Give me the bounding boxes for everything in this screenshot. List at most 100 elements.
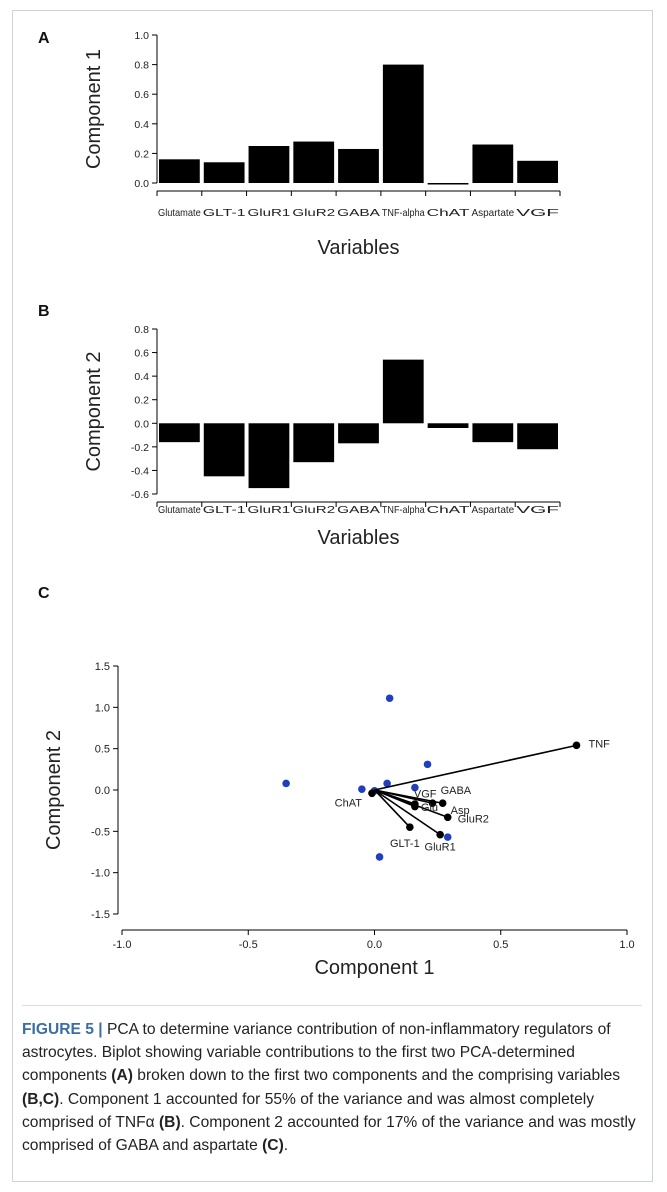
x-tick-label: 0.5 <box>493 939 508 951</box>
bar-gaba <box>338 423 379 444</box>
y-tick-label: -0.5 <box>91 826 110 838</box>
caption-panel-ref: (C) <box>262 1137 284 1155</box>
y-axis-title: Component 2 <box>83 351 105 471</box>
bar-panel-b <box>152 328 561 507</box>
y-tick-label: 1.5 <box>95 661 110 673</box>
loading-point-glur2 <box>443 813 452 822</box>
y-axis-title: Component 1 <box>83 49 105 169</box>
panel-label-c: C <box>38 585 50 602</box>
caption-divider <box>22 1005 642 1006</box>
bar-tnf-alpha <box>382 359 424 424</box>
loading-vector-glt-1 <box>373 789 411 828</box>
y-tick-label: 0.8 <box>134 60 149 72</box>
loading-vector-glu <box>374 789 416 805</box>
bar-chat <box>427 423 469 428</box>
x-tick-label: GLT-1 <box>203 207 246 219</box>
score-point <box>282 779 290 788</box>
bar-glutamate <box>159 159 200 183</box>
vector-label: Asp <box>451 805 470 817</box>
vector-label: GluR2 <box>458 813 489 825</box>
y-tick-label: -0.2 <box>131 442 149 454</box>
bar-vgf <box>517 423 558 450</box>
x-tick-label: GluR1 <box>248 207 291 219</box>
y-axis-title: Component 2 <box>43 730 65 850</box>
loading-vector-asp <box>374 789 443 805</box>
y-tick-label: 0.2 <box>134 148 149 160</box>
x-tick-label: VGF <box>516 504 559 516</box>
caption-text: broken down to the first two components … <box>132 1067 621 1085</box>
caption-panel-ref: (B,C) <box>22 1090 60 1108</box>
y-tick-label: 1.0 <box>134 30 149 42</box>
loading-point-glt-1 <box>406 823 414 831</box>
loading-point-glu <box>411 800 419 808</box>
x-tick-label: Glutamate <box>158 207 201 219</box>
score-point <box>358 785 366 793</box>
caption-panel-ref: (B) <box>158 1113 181 1131</box>
caption-body: PCA to determine variance contribution o… <box>22 1021 636 1154</box>
score-point <box>383 779 391 788</box>
vector-label: TNF <box>589 738 611 750</box>
vector-label: ChAT <box>335 797 363 809</box>
caption-separator: | <box>98 1021 103 1038</box>
bar-gaba <box>338 148 379 183</box>
vector-label: GABA <box>441 785 472 797</box>
y-tick-label: 0.6 <box>134 89 149 101</box>
vector-label: VGF <box>414 789 437 801</box>
x-tick-label: -0.5 <box>239 939 258 951</box>
score-point <box>385 694 394 703</box>
x-tick-label: GABA <box>337 207 380 219</box>
y-tick-label: 0.6 <box>134 348 149 360</box>
y-tick-label: 0.4 <box>134 119 149 131</box>
y-tick-label: 0.8 <box>134 324 149 336</box>
x-tick-label: 1.0 <box>619 939 634 951</box>
bar-tnf-alpha <box>382 64 424 183</box>
loading-point-glur1 <box>436 830 444 839</box>
x-tick-label: 0.0 <box>367 939 382 951</box>
x-tick-label: ChAT <box>427 207 471 219</box>
caption-text: . Component 1 accounted for 55% of the v… <box>22 1090 595 1131</box>
bar-glt-1 <box>203 162 245 183</box>
bar-glur2 <box>293 423 335 463</box>
score-point <box>411 783 419 792</box>
y-tick-label: 0.0 <box>95 785 110 797</box>
y-tick-label: 0.0 <box>134 418 149 430</box>
x-tick-label: GluR2 <box>292 207 335 219</box>
caption-text: . Component 2 accounted for 17% of the v… <box>22 1113 636 1155</box>
bar-glur1 <box>248 146 290 183</box>
vector-label: Glu <box>421 802 438 814</box>
x-tick-label: TNF-alpha <box>382 207 425 219</box>
bar-chat <box>427 183 469 185</box>
y-tick-label: 0.5 <box>95 744 110 756</box>
bar-glur1 <box>248 423 290 489</box>
x-tick-label: Aspartate <box>471 207 514 219</box>
loading-vector-glur1 <box>374 789 441 836</box>
x-tick-label: GABA <box>337 504 380 516</box>
bar-aspartate <box>472 423 514 443</box>
loading-point-tnf <box>572 741 581 750</box>
y-tick-label: 1.0 <box>95 702 110 714</box>
x-tick-label: GluR2 <box>292 504 335 516</box>
x-tick-label: Glutamate <box>158 504 201 516</box>
loading-point-asp <box>438 799 447 808</box>
caption-panel-ref: (A) <box>111 1067 133 1085</box>
vector-label: GluR1 <box>425 842 456 854</box>
panel-label-a: A <box>38 30 50 47</box>
score-point <box>423 760 432 769</box>
y-tick-label: 0.4 <box>134 371 149 383</box>
bar-vgf <box>517 160 558 183</box>
bar-aspartate <box>472 144 514 183</box>
loading-vector-tnf <box>374 744 577 791</box>
caption-figure-label: FIGURE 5 <box>22 1021 94 1038</box>
bar-panel-a <box>152 34 561 196</box>
vector-label: GLT-1 <box>390 838 420 850</box>
x-axis-title: Variables <box>318 527 400 549</box>
y-tick-label: 0.2 <box>134 395 149 407</box>
y-tick-label: -0.4 <box>131 465 149 477</box>
figure-caption: FIGURE 5 | PCA to determine variance con… <box>22 1018 642 1157</box>
panel-label-b: B <box>38 303 50 320</box>
x-tick-label: GLT-1 <box>203 504 246 516</box>
x-tick-label: VGF <box>516 207 559 219</box>
x-axis-title: Variables <box>318 237 400 259</box>
x-tick-label: TNF-alpha <box>382 504 425 516</box>
